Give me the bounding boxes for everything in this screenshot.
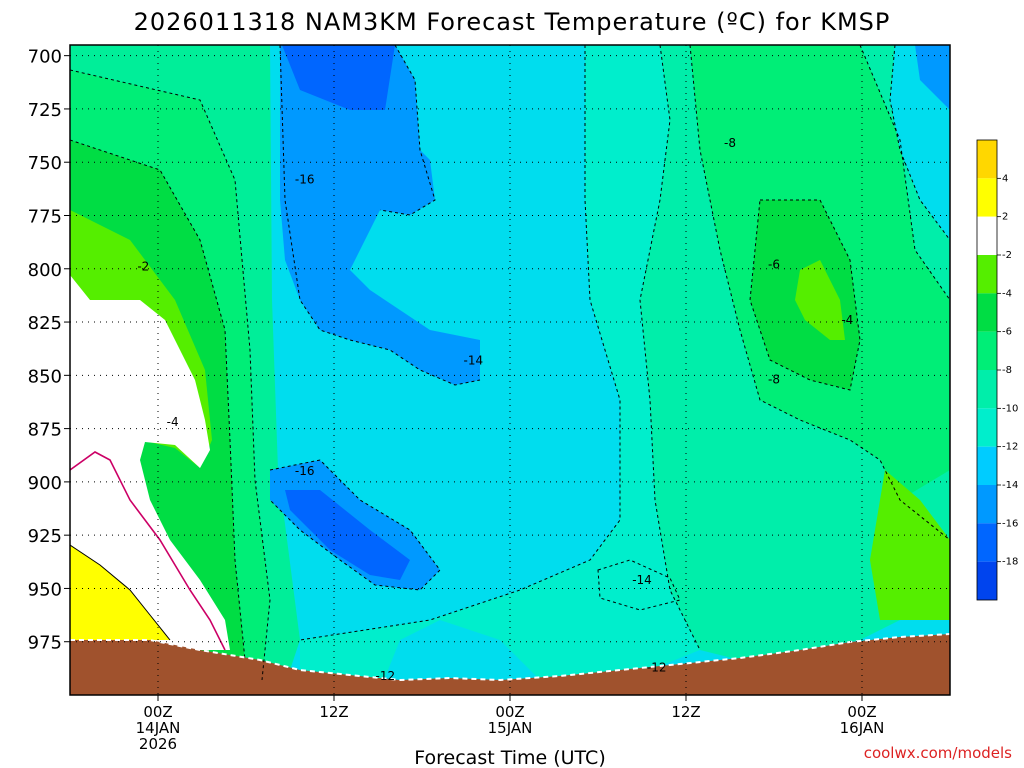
contour-label: -8 [768,373,780,387]
contour-label: -16 [295,172,315,186]
colorbar-label: -6 [1002,327,1012,338]
colorbar-segment [977,178,997,217]
y-axis: 700 725 750 775 800 825 850 875 900 925 950 975 [28,47,70,654]
colorbar-segment [977,216,997,255]
y-tick-label: 725 [28,100,62,121]
colorbar-label: -14 [1002,480,1018,491]
x-tick-label: 14JAN [136,719,181,737]
contour-labels: -16 -2 -14 -4 -16 -14 -12 -12 -8 -6 -4 -8 [137,136,853,683]
field-green-bright-right [795,260,845,340]
colorbar-label: -12 [1002,442,1018,453]
colorbar-label: -18 [1002,557,1018,568]
contour-label: -14 [632,573,652,587]
colorbar-segment [977,561,997,600]
colorbar-segment [977,370,997,409]
contour-label: -6 [768,258,780,272]
x-tick-label: 12Z [671,703,700,721]
x-tick-label: 00Z [495,703,524,721]
y-tick-label: 750 [28,153,62,174]
colorbar-segment [977,408,997,447]
contour-label: -4 [841,313,853,327]
colorbar: 4 2 -2 -4 -6 -8 -10 -12 -14 -16 -18 [976,139,1018,601]
terrain-ground [70,634,950,695]
colorbar-segment [977,446,997,485]
contour-label: -12 [647,660,667,674]
field-blue-left [280,45,480,385]
colorbar-label: 4 [1002,173,1008,184]
field-yellow-left [70,545,170,640]
x-tick-label: 00Z [143,703,172,721]
freezing-line [70,451,226,651]
grid-lines [70,45,950,695]
contour-label: -14 [464,353,484,367]
y-tick-label: 950 [28,579,62,600]
colorbar-label: -10 [1002,403,1018,414]
colorbar-label: -4 [1002,288,1012,299]
y-tick-label: 925 [28,526,62,547]
field-blue-top-right [915,45,950,110]
colorbar-segment [977,331,997,370]
y-tick-label: 775 [28,206,62,227]
contour-lines [70,45,950,681]
chart-title: 2026011318 NAM3KM Forecast Temperature (… [134,8,891,36]
colorbar-segment [977,140,997,179]
colorbar-label: 2 [1002,212,1008,223]
contour-label: -4 [167,415,179,429]
field-green-bright-bottom-right [870,470,950,620]
y-tick-label: 975 [28,633,62,654]
credit-text: coolwx.com/models [864,744,1012,762]
y-tick-label: 800 [28,260,62,281]
colorbar-segment [977,523,997,562]
field-dark-blue-top [282,45,395,110]
x-tick-label: 15JAN [488,719,533,737]
colorbar-segment [977,255,997,294]
x-tick-label: 12Z [319,703,348,721]
x-tick-label: 16JAN [840,719,885,737]
yellow-boundary [70,544,171,641]
colorbar-label: -8 [1002,365,1012,376]
contour-label: -8 [724,136,736,150]
colorbar-segment [977,293,997,332]
field-dark-blue-lower [285,490,410,580]
contour-label: -16 [295,464,315,478]
y-tick-label: 875 [28,420,62,441]
colorbar-segment [977,485,997,524]
contour-label: -2 [137,260,149,274]
x-tick-label: 2026 [139,735,177,753]
y-tick-label: 700 [28,47,62,68]
field-white-left [70,275,230,650]
contour-label: -12 [376,669,396,683]
y-tick-label: 825 [28,313,62,334]
y-tick-label: 900 [28,473,62,494]
field-cyan-right [300,45,700,690]
plot-fields: -16 -2 -14 -4 -16 -14 -12 -12 -8 -6 -4 -8 [70,45,950,695]
colorbar-label: -16 [1002,518,1018,529]
x-axis-title: Forecast Time (UTC) [414,747,605,768]
colorbar-label: -2 [1002,250,1012,261]
y-tick-label: 850 [28,366,62,387]
terrain-edge [70,633,950,682]
x-tick-label: 00Z [847,703,876,721]
